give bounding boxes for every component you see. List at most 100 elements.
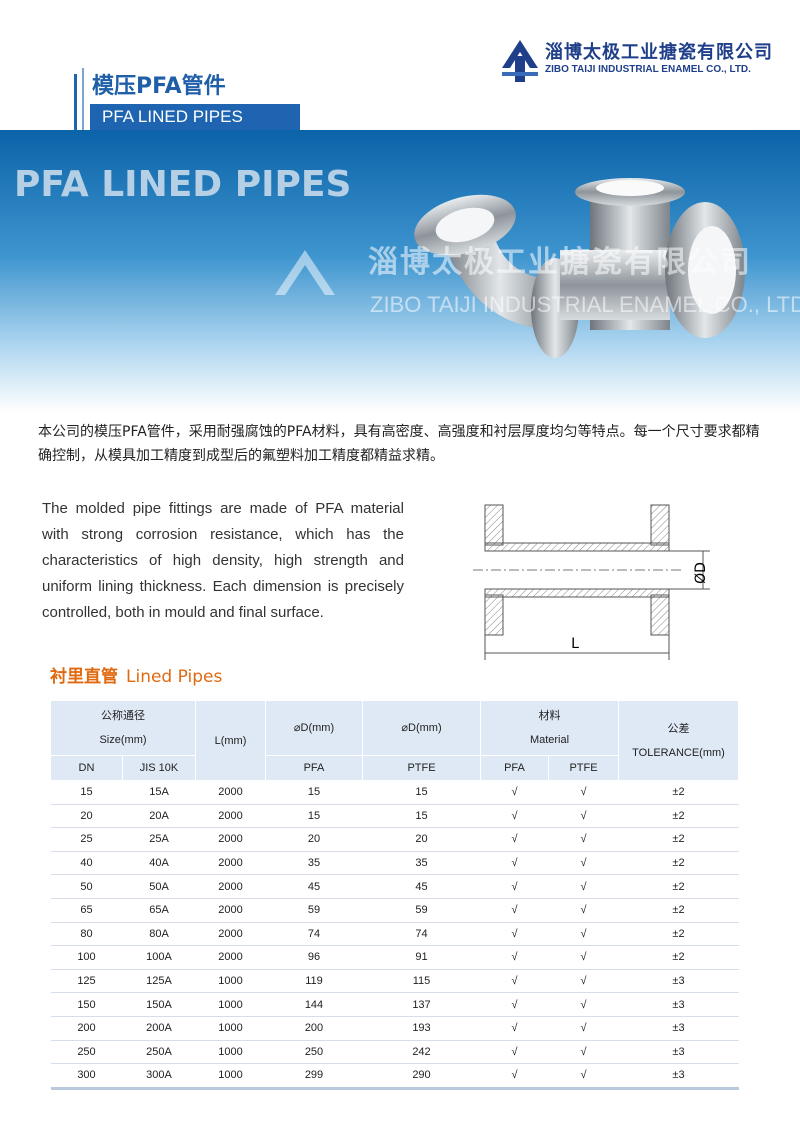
table-row: 25 25A 2000 20 20 √ √ ±2 [50,827,739,852]
table-cell: √ [548,827,619,852]
banner-title: PFA LINED PIPES [14,164,351,205]
table-cell: 25 [50,827,123,852]
table-cell: 115 [362,969,481,994]
title-cn: 模压PFA管件 [92,74,226,99]
table-cell: 2000 [195,780,266,805]
subheader-cell: PFA [265,755,363,781]
table-cell: 300 [50,1063,123,1089]
table-cell: 91 [362,945,481,970]
table-cell: 290 [362,1063,481,1089]
table-cell: 15 [265,804,363,829]
table-cell: 250A [122,1040,196,1065]
table-cell: 137 [362,992,481,1017]
subheader-cell: JIS 10K [122,755,196,781]
table-cell: 125A [122,969,196,994]
table-cell: 193 [362,1016,481,1041]
table-cell: √ [480,969,549,994]
table-cell: 40A [122,851,196,876]
intro-en: The molded pipe fittings are made of PFA… [42,500,404,621]
company-cn: 淄博太极工业搪瓷有限公司 [545,42,773,63]
tolerance-header: 公差 TOLERANCE(mm) [618,700,739,781]
table-cell: 2000 [195,851,266,876]
table-row: 50 50A 2000 45 45 √ √ ±2 [50,874,739,899]
table-cell: √ [548,945,619,970]
table-cell: √ [548,874,619,899]
length-header: L(mm) [195,700,266,781]
table-cell: √ [480,827,549,852]
table-cell: √ [548,1016,619,1041]
header-bars [74,68,84,130]
table-cell: √ [548,969,619,994]
table-cell: 200 [265,1016,363,1041]
table-cell: 96 [265,945,363,970]
table-cell: 20 [362,827,481,852]
banner-art: PFA LINED PIPES 淄博太极工业搪瓷有限公司 ZIBO TAIJI … [14,164,800,358]
table-cell: 2000 [195,874,266,899]
d-ptfe-header: ⌀D(mm) [362,700,481,756]
table-cell: ±2 [618,945,739,970]
table-cell: 100A [122,945,196,970]
company-en: ZIBO TAIJI INDUSTRIAL ENAMEL CO., LTD. [545,64,751,75]
table-cell: √ [480,992,549,1017]
table-cell: 1000 [195,1016,266,1041]
table-cell: 200A [122,1016,196,1041]
table-cell: √ [480,898,549,923]
table-cell: √ [548,851,619,876]
d-pfa-header: ⌀D(mm) [265,700,363,756]
table-cell: ±3 [618,992,739,1017]
tolerance-en: TOLERANCE(mm) [632,746,725,759]
table-cell: 2000 [195,827,266,852]
table-row: 200 200A 1000 200 193 √ √ ±3 [50,1016,739,1041]
table-cell: ±3 [618,1063,739,1089]
table-cell: 20 [265,827,363,852]
table-cell: 45 [265,874,363,899]
subheader-cell: PFA [480,755,549,781]
table-cell: 2000 [195,945,266,970]
table-cell: √ [480,874,549,899]
logo [502,40,538,82]
watermark-en: ZIBO TAIJI INDUSTRIAL ENAMEL CO., LTD [370,292,800,317]
table-row: 40 40A 2000 35 35 √ √ ±2 [50,851,739,876]
table-row: 150 150A 1000 144 137 √ √ ±3 [50,992,739,1017]
table-cell: 119 [265,969,363,994]
table-cell: ±2 [618,827,739,852]
table-row: 300 300A 1000 299 290 √ √ ±3 [50,1063,739,1089]
table-cell: 25A [122,827,196,852]
table-cell: 59 [362,898,481,923]
table-cell: √ [548,922,619,947]
title-en: PFA LINED PIPES [90,104,300,130]
table-row: 65 65A 2000 59 59 √ √ ±2 [50,898,739,923]
table-cell: 35 [362,851,481,876]
table-cell: 144 [265,992,363,1017]
material-en: Material [529,734,570,746]
table-cell: 50 [50,874,123,899]
table-cell: √ [548,992,619,1017]
table-row: 20 20A 2000 15 15 √ √ ±2 [50,804,739,829]
table-cell: √ [480,1063,549,1089]
table-cell: 15A [122,780,196,805]
table-cell: 59 [265,898,363,923]
table-cell: √ [480,945,549,970]
table-cell: √ [480,804,549,829]
table-cell: 65 [50,898,123,923]
table-cell: 45 [362,874,481,899]
table-cell: 242 [362,1040,481,1065]
table-cell: 74 [265,922,363,947]
table-cell: 65A [122,898,196,923]
table-cell: 2000 [195,922,266,947]
table-cell: √ [548,780,619,805]
material-header: 材料 Material [480,700,619,756]
table-cell: 1000 [195,1040,266,1065]
table-cell: ±2 [618,898,739,923]
banner: PFA LINED PIPES 淄博太极工业搪瓷有限公司 ZIBO TAIJI … [0,130,800,412]
table-cell: 35 [265,851,363,876]
table-cell: 125 [50,969,123,994]
table-row: 80 80A 2000 74 74 √ √ ±2 [50,922,739,947]
table-cell: √ [480,851,549,876]
table-cell: 15 [362,780,481,805]
table-cell: ±2 [618,851,739,876]
table-cell: ±3 [618,1040,739,1065]
table-cell: 100 [50,945,123,970]
table-cell: 15 [265,780,363,805]
